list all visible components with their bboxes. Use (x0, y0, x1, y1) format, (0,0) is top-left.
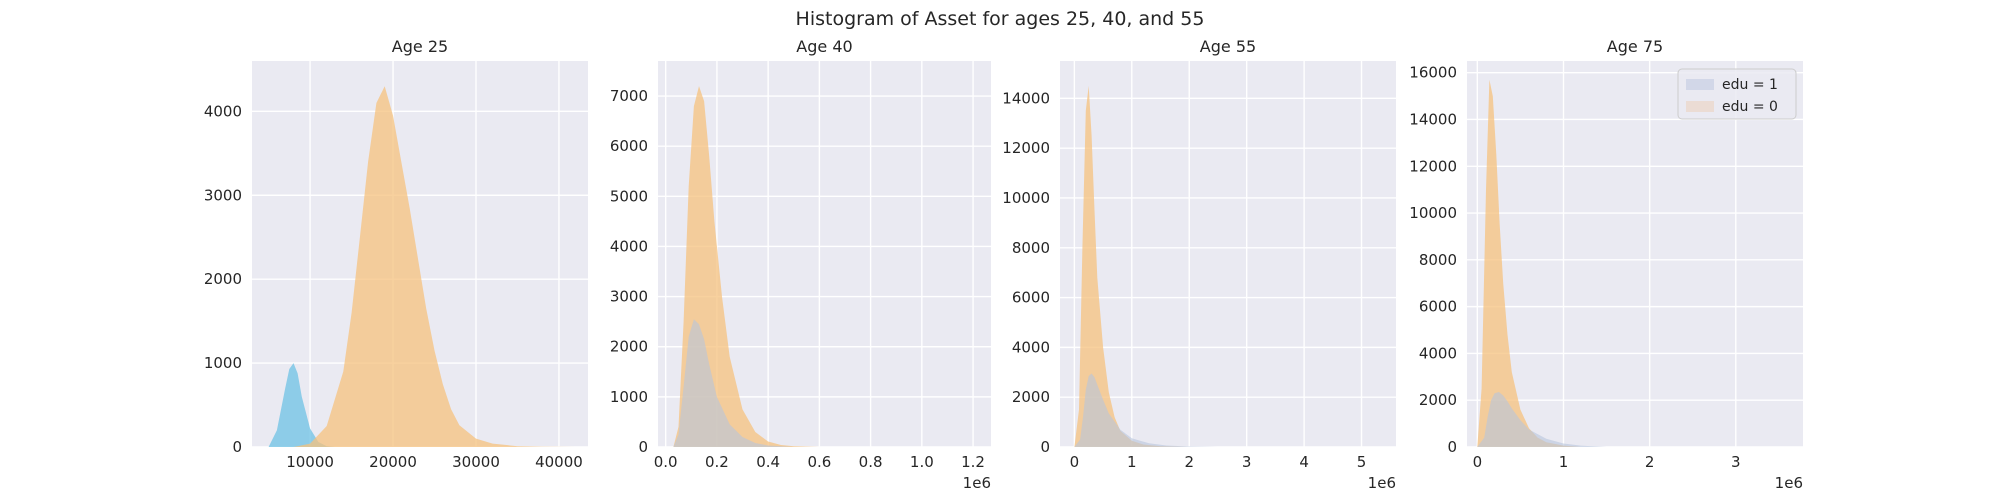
y-tick-label: 2000 (1419, 391, 1457, 409)
y-tick-label: 0 (232, 438, 242, 456)
y-tick-label: 2000 (204, 270, 242, 288)
subplot-1: 10000 20000 30000 40000 0 1000 2000 3000 4000 Age… (204, 37, 588, 471)
histogram-series-edu-0 (1074, 85, 1190, 448)
histogram-series-edu-1 (673, 319, 794, 447)
histogram-series-edu-0 (1477, 79, 1581, 447)
subplot-2: 0.0 0.2 0.4 0.6 0.8 1.0 1.2 0 1000 2000 3000 4000 50… (610, 37, 991, 492)
x-tick-label: 10000 (286, 453, 334, 471)
legend: edu = 1 edu = 0 (1677, 68, 1797, 120)
subplot-4: 0 1 2 3 0 2000 4000 6000 8000 10000 12000 14000 1600… (1409, 37, 1803, 492)
y-tick-label: 0 (1447, 438, 1457, 456)
legend-swatch (1686, 79, 1714, 90)
plot-area (1467, 61, 1803, 447)
subplot-title: Age 25 (392, 37, 448, 56)
x-tick-label: 3 (1242, 453, 1252, 471)
x-tick-label: 0.4 (756, 453, 780, 471)
y-tick-label: 1000 (610, 388, 648, 406)
subplot-3: 0 1 2 3 4 5 0 2000 4000 6000 8000 10000 12000 14000 Ag… (1002, 37, 1396, 492)
histogram-series-edu-1 (1477, 392, 1607, 447)
y-tick-label: 6000 (1012, 289, 1050, 307)
y-tick-label: 4000 (1012, 338, 1050, 356)
x-offset-label: 1e6 (963, 474, 991, 492)
y-tick-label: 4000 (1419, 344, 1457, 362)
subplot-title: Age 40 (796, 37, 852, 56)
y-tick-label: 8000 (1012, 239, 1050, 257)
x-tick-label: 2 (1645, 453, 1655, 471)
x-tick-label: 30000 (452, 453, 500, 471)
x-tick-label: 1.0 (910, 453, 934, 471)
y-tick-label: 6000 (610, 137, 648, 155)
legend-label: edu = 1 (1722, 77, 1778, 93)
subplot-title: Age 75 (1607, 37, 1663, 56)
y-tick-label: 14000 (1002, 89, 1050, 107)
y-tick-label: 4000 (610, 237, 648, 255)
x-tick-label: 0 (1070, 453, 1080, 471)
x-tick-label: 40000 (535, 453, 583, 471)
y-tick-label: 12000 (1002, 139, 1050, 157)
histogram-series-edu-1 (1074, 373, 1218, 447)
subplot-title: Age 55 (1200, 37, 1256, 56)
x-tick-label: 4 (1299, 453, 1309, 471)
y-tick-label: 5000 (610, 187, 648, 205)
y-tick-label: 0 (1040, 438, 1050, 456)
y-tick-label: 10000 (1409, 204, 1457, 222)
plot-area (1060, 61, 1396, 447)
y-tick-label: 14000 (1409, 110, 1457, 128)
y-tick-label: 10000 (1002, 189, 1050, 207)
y-tick-label: 1000 (204, 354, 242, 372)
figure-title: Histogram of Asset for ages 25, 40, and … (796, 8, 1205, 30)
y-tick-label: 0 (638, 438, 648, 456)
y-tick-label: 8000 (1419, 251, 1457, 269)
y-tick-label: 2000 (1012, 388, 1050, 406)
y-tick-label: 12000 (1409, 157, 1457, 175)
x-tick-label: 1 (1559, 453, 1569, 471)
x-tick-label: 20000 (369, 453, 417, 471)
x-tick-label: 0.0 (654, 453, 678, 471)
x-tick-label: 0 (1473, 453, 1483, 471)
y-tick-label: 2000 (610, 338, 648, 356)
x-tick-label: 0.8 (859, 453, 883, 471)
y-tick-label: 16000 (1409, 64, 1457, 82)
x-tick-label: 1.2 (961, 453, 985, 471)
histogram-series-edu-0 (673, 86, 820, 447)
x-tick-label: 0.6 (807, 453, 831, 471)
y-tick-label: 3000 (610, 288, 648, 306)
x-tick-label: 0.2 (705, 453, 729, 471)
x-tick-label: 2 (1184, 453, 1194, 471)
y-tick-label: 7000 (610, 87, 648, 105)
legend-label: edu = 0 (1722, 99, 1778, 115)
histogram-series-edu-0 (293, 86, 576, 447)
y-tick-label: 6000 (1419, 298, 1457, 316)
x-tick-label: 5 (1357, 453, 1367, 471)
histogram-series-edu-1 (268, 363, 335, 447)
x-tick-label: 3 (1731, 453, 1741, 471)
x-offset-label: 1e6 (1368, 474, 1396, 492)
legend-swatch (1686, 101, 1714, 112)
legend-box (1677, 68, 1797, 120)
y-tick-label: 3000 (204, 186, 242, 204)
x-offset-label: 1e6 (1775, 474, 1803, 492)
y-tick-label: 4000 (204, 102, 242, 120)
x-tick-label: 1 (1127, 453, 1137, 471)
